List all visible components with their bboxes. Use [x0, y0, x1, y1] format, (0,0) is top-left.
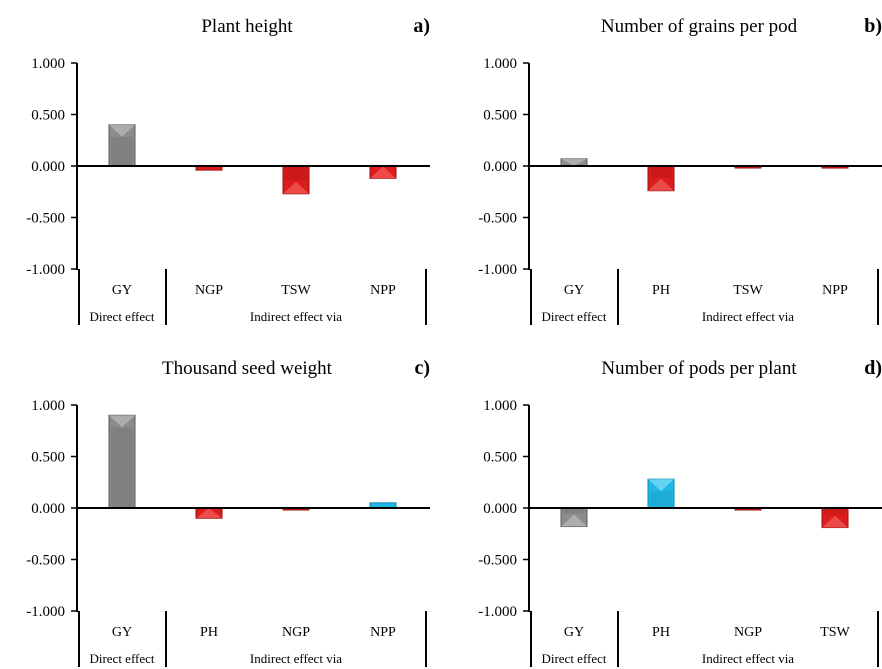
y-tick-label: -1.000: [478, 262, 517, 278]
bar-bevel: [561, 158, 587, 166]
y-tick-label: 1.000: [31, 398, 65, 414]
group-label-direct: Direct effect: [541, 309, 606, 324]
y-tick-label: 1.000: [31, 56, 65, 72]
group-label-indirect: Indirect effect via: [702, 651, 794, 666]
bar-bevel: [283, 181, 309, 194]
panel-1: Plant height a) 1.000 0.500 0.000 -0.500 -1.00…: [26, 15, 430, 325]
bar-shade: [563, 508, 585, 514]
bar-shade: [111, 427, 133, 507]
category-label: NPP: [370, 283, 396, 298]
bar-gy: [560, 158, 588, 167]
bar-bevel: [109, 124, 135, 137]
category-label: TSW: [733, 283, 763, 298]
bar-bevel: [648, 178, 674, 191]
bar-shade: [824, 508, 846, 515]
y-tick-label: -1.000: [26, 604, 65, 620]
bar-shade: [650, 491, 672, 507]
panel-title: Number of pods per plant: [601, 358, 797, 379]
category-label: PH: [652, 625, 670, 640]
y-tick-label: 0.000: [483, 159, 517, 175]
panel-label: c): [414, 357, 430, 379]
category-label: GY: [112, 625, 132, 640]
y-tick-label: -0.500: [26, 211, 65, 227]
panel-title: Number of grains per pod: [601, 16, 798, 37]
y-tick-label: 0.000: [483, 501, 517, 517]
group-label-indirect: Indirect effect via: [250, 651, 342, 666]
bar-bevel: [822, 515, 848, 528]
group-label-indirect: Indirect effect via: [702, 309, 794, 324]
category-label: NGP: [282, 625, 310, 640]
panel-title: Thousand seed weight: [162, 358, 333, 379]
bar-tsw: [282, 165, 310, 195]
bar-bevel: [370, 166, 396, 179]
y-tick-label: -1.000: [26, 262, 65, 278]
category-label: TSW: [281, 283, 311, 298]
bar-gy: [108, 124, 136, 167]
bar-ph: [195, 507, 223, 519]
category-label: GY: [112, 283, 132, 298]
y-tick-label: 0.000: [31, 159, 65, 175]
group-label-direct: Direct effect: [89, 651, 154, 666]
category-label: NPP: [822, 283, 848, 298]
category-label: NPP: [370, 625, 396, 640]
category-label: TSW: [820, 625, 850, 640]
panel-4: Number of pods per plant d) 1.000 0.500 0.00…: [478, 357, 882, 667]
bar-tsw: [821, 507, 849, 529]
y-tick-label: -0.500: [478, 211, 517, 227]
y-tick-label: 1.000: [483, 398, 517, 414]
bar-bevel: [109, 415, 135, 428]
bar-bevel: [648, 479, 674, 492]
panel-label: b): [864, 15, 882, 37]
panel-label: a): [413, 15, 430, 37]
y-tick-label: 0.000: [31, 501, 65, 517]
category-label: PH: [652, 283, 670, 298]
panel-2: Number of grains per pod b) 1.000 0.500 0.00…: [478, 15, 882, 325]
bar-npp: [369, 165, 397, 179]
y-tick-label: -0.500: [478, 553, 517, 569]
bar-shade: [650, 166, 672, 178]
panel-label: d): [864, 357, 882, 379]
group-label-direct: Direct effect: [89, 309, 154, 324]
y-tick-label: 0.500: [483, 450, 517, 466]
bar-bevel: [561, 514, 587, 527]
y-tick-label: 0.500: [483, 108, 517, 124]
y-tick-label: 0.500: [31, 450, 65, 466]
bar-bevel: [196, 508, 222, 519]
bar-gy: [108, 414, 136, 509]
bar-ph: [647, 478, 675, 509]
y-tick-label: 0.500: [31, 108, 65, 124]
category-label: GY: [564, 283, 584, 298]
y-tick-label: 1.000: [483, 56, 517, 72]
category-label: NGP: [734, 625, 762, 640]
category-label: PH: [200, 625, 218, 640]
bar-gy: [560, 507, 588, 528]
panel-title: Plant height: [201, 16, 293, 37]
panel-3: Thousand seed weight c) 1.000 0.500 0.000 -0.…: [26, 357, 430, 667]
bar-ph: [647, 165, 675, 192]
group-label-indirect: Indirect effect via: [250, 309, 342, 324]
y-tick-label: -0.500: [26, 553, 65, 569]
group-label-direct: Direct effect: [541, 651, 606, 666]
category-label: NGP: [195, 283, 223, 298]
bar-shade: [111, 136, 133, 165]
bar-shade: [285, 166, 307, 181]
y-tick-label: -1.000: [478, 604, 517, 620]
category-label: GY: [564, 625, 584, 640]
